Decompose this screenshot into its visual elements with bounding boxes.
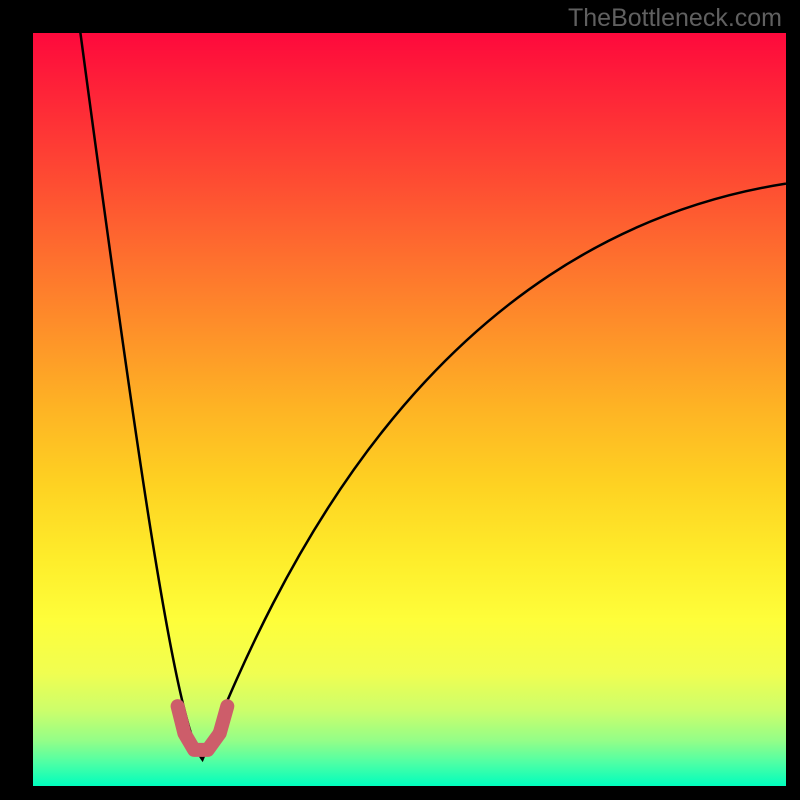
bottleneck-plot [33,33,786,786]
watermark-text: TheBottleneck.com [568,4,782,33]
chart-frame: TheBottleneck.com [0,0,800,800]
gradient-background [33,33,786,786]
bottleneck-svg [33,33,786,786]
